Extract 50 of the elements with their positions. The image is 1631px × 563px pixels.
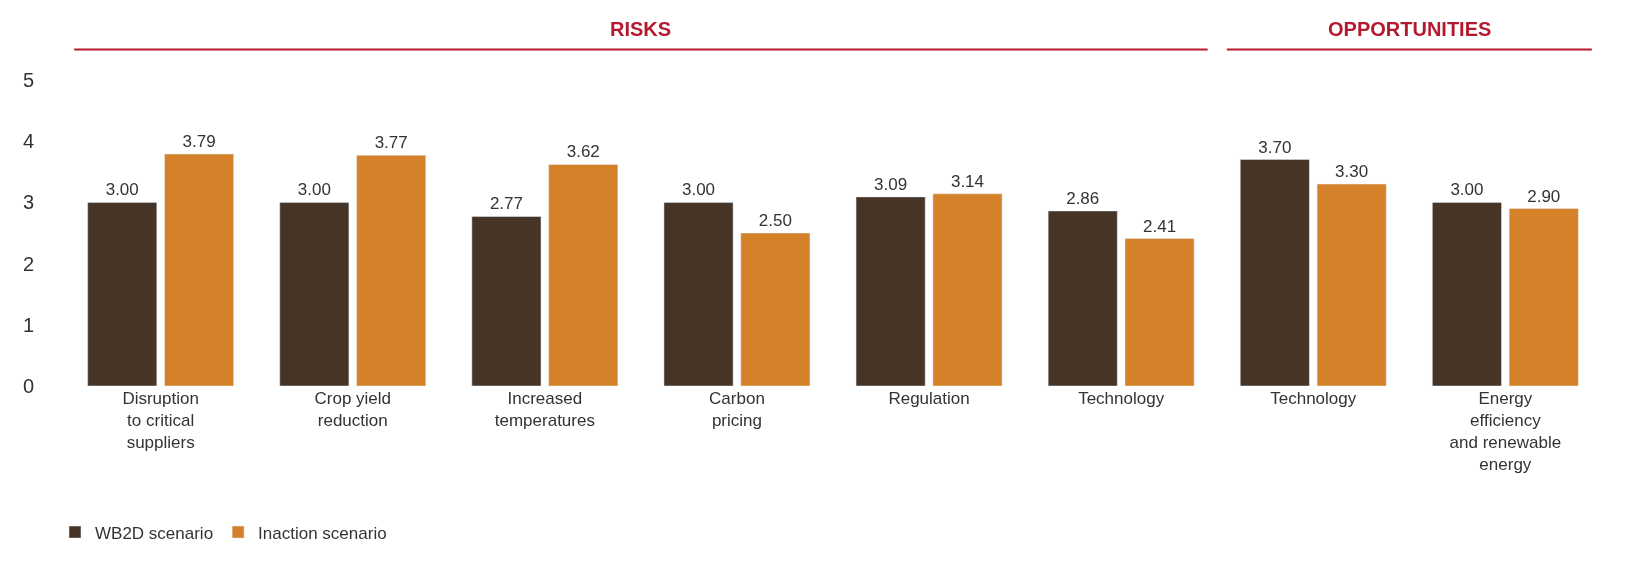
data-label: 2.50 bbox=[758, 211, 792, 230]
y-tick-label: 2 bbox=[22, 252, 34, 275]
data-label: 3.00 bbox=[1450, 180, 1484, 200]
bar bbox=[1508, 208, 1579, 386]
x-tick-label: Disruption to critical suppliers bbox=[122, 389, 199, 453]
bar bbox=[356, 155, 426, 386]
data-label: 3.77 bbox=[374, 133, 408, 153]
x-tick-label: Increased temperatures bbox=[494, 389, 595, 431]
data-label: 3.30 bbox=[1335, 162, 1369, 182]
bar bbox=[1124, 238, 1195, 386]
bar bbox=[279, 202, 350, 386]
data-label: 3.79 bbox=[182, 132, 216, 152]
y-tick-label: 0 bbox=[22, 375, 34, 397]
data-label: 3.09 bbox=[874, 174, 908, 194]
data-label: 2.77 bbox=[489, 194, 523, 214]
bar bbox=[87, 202, 158, 386]
legend-label: WB2D scenario bbox=[95, 523, 214, 543]
bar bbox=[471, 216, 542, 386]
data-label: 2.41 bbox=[1143, 216, 1177, 236]
bar bbox=[1316, 183, 1387, 386]
data-label: 3.00 bbox=[105, 180, 139, 200]
legend-label: Inaction scenario bbox=[258, 523, 387, 543]
data-label: 3.00 bbox=[297, 180, 331, 200]
x-tick-label: Carbon pricing bbox=[709, 389, 765, 431]
data-label: 2.86 bbox=[1066, 188, 1100, 208]
text: OPPORTUNITIES bbox=[1328, 18, 1492, 40]
data-label: 3.00 bbox=[681, 180, 716, 200]
x-tick-label: Technology bbox=[1078, 389, 1165, 408]
x-tick-label: Crop yield reduction bbox=[314, 389, 392, 431]
bar bbox=[164, 153, 234, 386]
x-tick-label: Energy efficiency and renewable energy bbox=[1449, 389, 1562, 475]
x-tick-label: Regulation bbox=[888, 389, 970, 408]
x-tick-label: Technology bbox=[1270, 389, 1357, 408]
y-tick-label: 5 bbox=[22, 69, 34, 91]
text: RISKS bbox=[610, 18, 672, 40]
y-tick-label: 1 bbox=[22, 313, 34, 336]
y-tick-label: 3 bbox=[22, 191, 34, 214]
bar bbox=[1432, 202, 1502, 386]
data-label: 3.14 bbox=[950, 171, 985, 191]
y-tick-label: 4 bbox=[22, 130, 34, 153]
bar bbox=[932, 193, 1003, 386]
bar bbox=[740, 232, 811, 386]
bar bbox=[855, 196, 926, 386]
bar bbox=[1047, 210, 1118, 386]
data-label: 2.90 bbox=[1527, 186, 1561, 206]
data-label: 3.70 bbox=[1258, 137, 1292, 157]
bar bbox=[663, 202, 734, 386]
bar bbox=[1240, 159, 1310, 386]
bar bbox=[548, 164, 619, 386]
data-label: 3.62 bbox=[566, 142, 600, 162]
